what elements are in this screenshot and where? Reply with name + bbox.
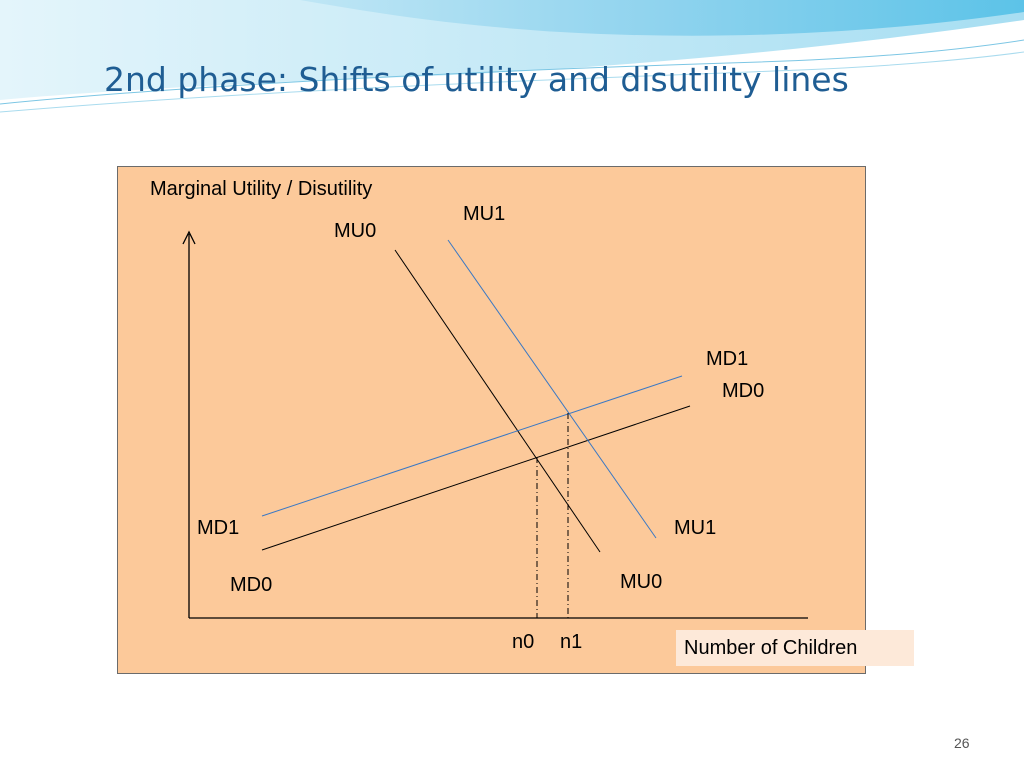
- mu0-top-label: MU0: [334, 220, 377, 242]
- mu1-line: [447, 239, 657, 539]
- header-wave-decoration: [0, 0, 1024, 113]
- x-axis-label: Number of Children: [676, 630, 914, 666]
- mu0-bottom-label: MU0: [620, 571, 663, 593]
- mu1-top-label: MU1: [463, 203, 506, 225]
- n1-label: n1: [560, 631, 583, 653]
- md0-right-label: MD0: [722, 380, 765, 402]
- md0-left-label: MD0: [230, 574, 273, 596]
- y-axis-label: Marginal Utility / Disutility: [150, 178, 373, 200]
- slide-title: 2nd phase: Shifts of utility and disutil…: [104, 60, 849, 99]
- diagram-background: [117, 166, 866, 674]
- md0-line: [261, 405, 691, 551]
- y-axis-arrow: [182, 230, 196, 245]
- mu1-bottom-label: MU1: [674, 517, 717, 539]
- n0-label: n0: [512, 631, 535, 653]
- md1-line: [261, 375, 683, 517]
- mu0-line: [394, 249, 601, 553]
- page-number: 26: [954, 735, 970, 751]
- md1-left-label: MD1: [197, 517, 240, 539]
- md1-right-label: MD1: [706, 348, 749, 370]
